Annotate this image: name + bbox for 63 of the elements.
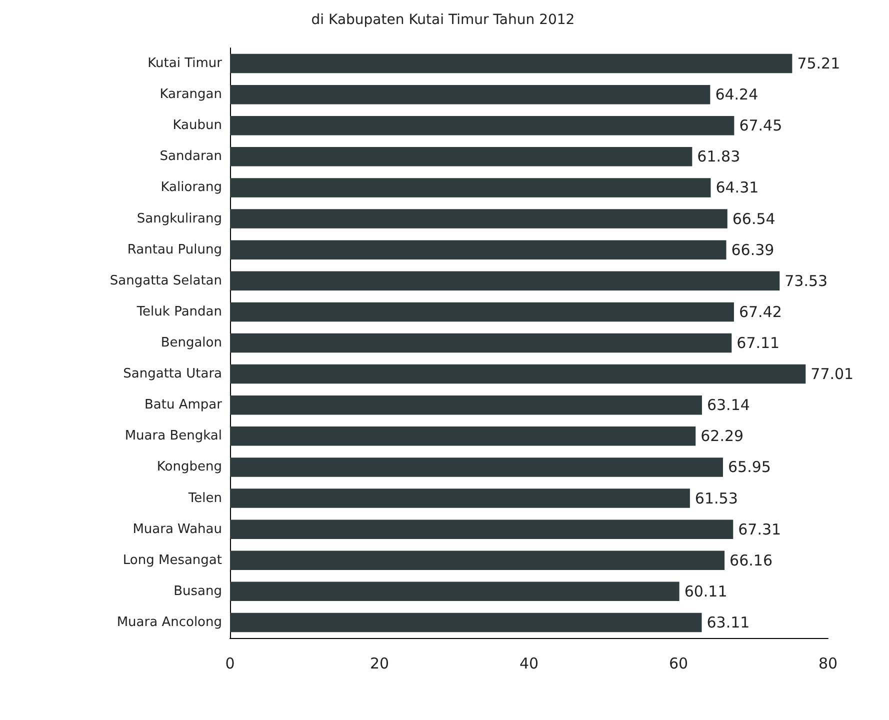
bar <box>230 116 734 136</box>
bar <box>230 426 696 446</box>
x-tick-label: 80 <box>818 654 838 672</box>
bar <box>230 612 702 632</box>
bar <box>230 271 780 291</box>
data-label: 67.42 <box>738 302 782 321</box>
data-label: 63.11 <box>706 613 750 632</box>
data-label: 63.14 <box>706 396 750 414</box>
y-tick-label: Teluk Pandan <box>136 304 222 320</box>
bar <box>230 302 734 322</box>
x-tick-label: 60 <box>668 654 688 672</box>
data-label: 66.54 <box>732 210 776 228</box>
bar <box>230 147 692 166</box>
bar <box>230 54 792 74</box>
y-tick-label: Kaliorang <box>160 180 222 196</box>
y-tick-label: Muara Wahau <box>132 522 222 537</box>
data-label: 75.21 <box>797 54 840 73</box>
bar <box>230 240 726 260</box>
data-label: 66.39 <box>731 240 774 259</box>
y-tick-label: Karangan <box>160 87 222 102</box>
x-tick-label: 0 <box>225 654 235 672</box>
data-label: 60.11 <box>684 582 728 600</box>
y-tick-label: Sangkulirang <box>136 211 222 226</box>
y-tick-label: Muara Bengkal <box>124 428 222 444</box>
data-label: 66.16 <box>730 551 772 570</box>
y-tick-label: Kaubun <box>172 118 222 134</box>
data-label: 65.95 <box>728 458 771 476</box>
bar <box>230 395 702 415</box>
bar <box>230 333 732 353</box>
data-label: 61.83 <box>697 148 740 166</box>
data-label: 77.01 <box>810 365 854 384</box>
bar <box>230 550 725 570</box>
bar <box>230 520 734 539</box>
bar <box>230 582 680 602</box>
data-label: 64.24 <box>715 86 758 104</box>
y-tick-label: Busang <box>174 584 222 599</box>
y-tick-label: Muara Ancolong <box>116 614 222 630</box>
data-label: 61.53 <box>694 489 738 508</box>
x-tick-label: 20 <box>370 654 390 672</box>
bar <box>230 488 690 508</box>
bar <box>230 458 723 477</box>
y-tick-label: Batu Ampar <box>144 398 223 413</box>
y-tick-label: Sandaran <box>160 149 222 164</box>
bar <box>230 178 711 198</box>
data-label: 62.29 <box>700 427 744 446</box>
y-tick-label: Rantau Pulung <box>127 242 222 258</box>
y-tick-label: Telen <box>187 490 222 506</box>
x-tick-label: 40 <box>519 654 539 672</box>
bar <box>230 364 806 384</box>
data-label: 67.45 <box>739 116 782 135</box>
y-tick-label: Sangatta Utara <box>123 366 222 382</box>
bar <box>230 209 728 228</box>
chart-title: di Kabupaten Kutai Timur Tahun 2012 <box>311 12 575 28</box>
y-tick-label: Sangatta Selatan <box>110 273 222 288</box>
data-label: 73.53 <box>784 272 828 290</box>
y-tick-label: Bengalon <box>160 336 222 350</box>
y-tick-label: Kongbeng <box>156 460 222 475</box>
data-label: 67.31 <box>738 520 782 538</box>
y-tick-label: Long Mesangat <box>122 552 222 568</box>
bar <box>230 84 710 104</box>
data-label: 64.31 <box>716 178 759 197</box>
data-label: 67.11 <box>736 334 780 352</box>
y-tick-label: Kutai Timur <box>148 56 223 72</box>
